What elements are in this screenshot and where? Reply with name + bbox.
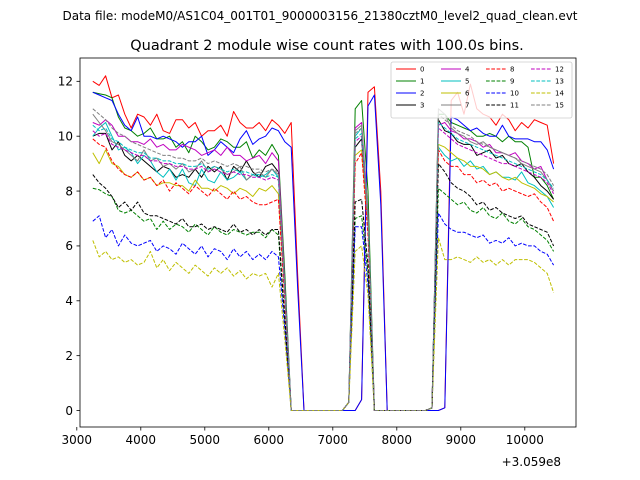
x-offset-label: +3.059e8 (502, 455, 561, 469)
axes-frame (79, 57, 577, 428)
series-line-9 (92, 187, 555, 411)
series-line-14 (92, 237, 555, 411)
legend-label-5: 5 (465, 78, 469, 86)
y-tick-label: 12 (58, 75, 73, 89)
x-tick-label: 3000 (62, 433, 93, 447)
legend-label-12: 12 (555, 66, 564, 74)
legend-label-0: 0 (420, 66, 424, 74)
legend-label-6: 6 (465, 90, 470, 98)
legend-frame (390, 61, 573, 119)
legend-label-3: 3 (420, 102, 424, 110)
series-line-12 (92, 127, 555, 411)
series-line-8 (92, 138, 555, 411)
x-tick-label: 10000 (506, 433, 544, 447)
legend-label-10: 10 (510, 90, 519, 98)
y-tick-label: 6 (65, 239, 73, 253)
series-group (92, 75, 555, 411)
y-tick-label: 2 (65, 349, 73, 363)
series-line-15 (92, 108, 555, 411)
legend-label-14: 14 (555, 90, 564, 98)
x-tick-label: 8000 (382, 433, 413, 447)
legend-label-7: 7 (465, 102, 469, 110)
y-tick-label: 4 (65, 294, 73, 308)
chart-title: Quadrant 2 module wise count rates with … (130, 38, 524, 54)
legend-label-9: 9 (510, 78, 514, 86)
y-tick-label: 10 (58, 129, 73, 143)
legend-label-1: 1 (420, 78, 424, 86)
x-tick-label: 9000 (446, 433, 477, 447)
legend-label-11: 11 (510, 102, 519, 110)
legend-label-13: 13 (555, 78, 564, 86)
legend-label-2: 2 (420, 90, 424, 98)
figure-suptitle: Data file: modeM0/AS1C04_001T01_90000031… (62, 9, 577, 23)
legend-label-8: 8 (510, 66, 514, 74)
legend-label-15: 15 (555, 102, 564, 110)
legend-label-4: 4 (465, 66, 470, 74)
plot-area: 3000 4000 5000 6000 7000 8000 9000 100000246810… (58, 57, 577, 447)
axes-background (80, 58, 576, 427)
y-tick-label: 8 (65, 184, 73, 198)
x-tick-label: 4000 (126, 433, 157, 447)
x-tick-label: 5000 (190, 433, 221, 447)
x-tick-label: 7000 (318, 433, 349, 447)
y-tick-label: 0 (65, 404, 73, 418)
x-tick-label: 6000 (254, 433, 285, 447)
